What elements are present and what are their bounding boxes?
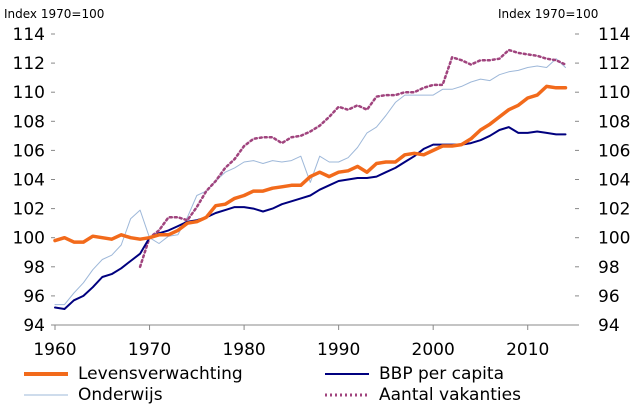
y-tick-label-right: 98 bbox=[598, 258, 620, 278]
y-tick-label-left: 114 bbox=[13, 25, 45, 45]
legend-swatch-bbp-per-capita bbox=[325, 368, 369, 380]
right-axis-unit-label: Index 1970=100 bbox=[498, 7, 599, 21]
legend-label-onderwijs: Onderwijs bbox=[78, 385, 163, 405]
series-line-bbp-per-capita bbox=[54, 126, 567, 310]
legend-item-bbp-per-capita: BBP per capita bbox=[325, 364, 504, 384]
legend-label-levensverwachting: Levensverwachting bbox=[78, 364, 243, 384]
legend-item-onderwijs: Onderwijs bbox=[24, 385, 163, 405]
y-tick-label-right: 100 bbox=[598, 229, 630, 249]
x-tick-label: 1980 bbox=[222, 340, 265, 360]
x-tick-label: 1990 bbox=[317, 340, 360, 360]
y-tick-label-right: 94 bbox=[598, 316, 620, 336]
y-tick-label-left: 102 bbox=[13, 200, 45, 220]
y-tick-label-left: 98 bbox=[23, 258, 45, 278]
y-tick-label-right: 108 bbox=[598, 112, 630, 132]
legend-swatch-aantal-vakanties bbox=[325, 389, 369, 401]
x-tick-label: 2010 bbox=[506, 340, 549, 360]
y-tick-label-right: 106 bbox=[598, 141, 630, 161]
y-tick-label-left: 108 bbox=[13, 112, 45, 132]
x-tick-label: 1970 bbox=[128, 340, 171, 360]
legend-swatch-onderwijs bbox=[24, 389, 68, 401]
legend-label-bbp-per-capita: BBP per capita bbox=[379, 364, 504, 384]
x-tick-label: 1960 bbox=[33, 340, 76, 360]
y-tick-label-right: 104 bbox=[598, 171, 630, 191]
y-tick-label-left: 110 bbox=[13, 83, 45, 103]
left-axis-unit-label: Index 1970=100 bbox=[4, 7, 105, 21]
y-tick-label-left: 112 bbox=[13, 54, 45, 74]
y-tick-label-left: 96 bbox=[23, 287, 45, 307]
y-tick-label-left: 104 bbox=[13, 171, 45, 191]
y-tick-label-left: 100 bbox=[13, 229, 45, 249]
y-tick-label-right: 110 bbox=[598, 83, 630, 103]
series-line-levensverwachting bbox=[53, 84, 568, 244]
x-tick-label: 2000 bbox=[412, 340, 455, 360]
legend-label-aantal-vakanties: Aantal vakanties bbox=[379, 385, 521, 405]
y-tick-label-left: 94 bbox=[23, 316, 45, 336]
series-line-onderwijs bbox=[54, 58, 566, 306]
y-tick-label-right: 112 bbox=[598, 54, 630, 74]
legend-swatch-levensverwachting bbox=[24, 368, 68, 380]
legend-item-aantal-vakanties: Aantal vakanties bbox=[325, 385, 521, 405]
y-tick-label-right: 96 bbox=[598, 287, 620, 307]
series-line-aantal-vakanties bbox=[138, 48, 567, 269]
legend-item-levensverwachting: Levensverwachting bbox=[24, 364, 243, 384]
y-tick-label-left: 106 bbox=[13, 141, 45, 161]
y-tick-label-right: 114 bbox=[598, 25, 630, 45]
y-tick-label-right: 102 bbox=[598, 200, 630, 220]
